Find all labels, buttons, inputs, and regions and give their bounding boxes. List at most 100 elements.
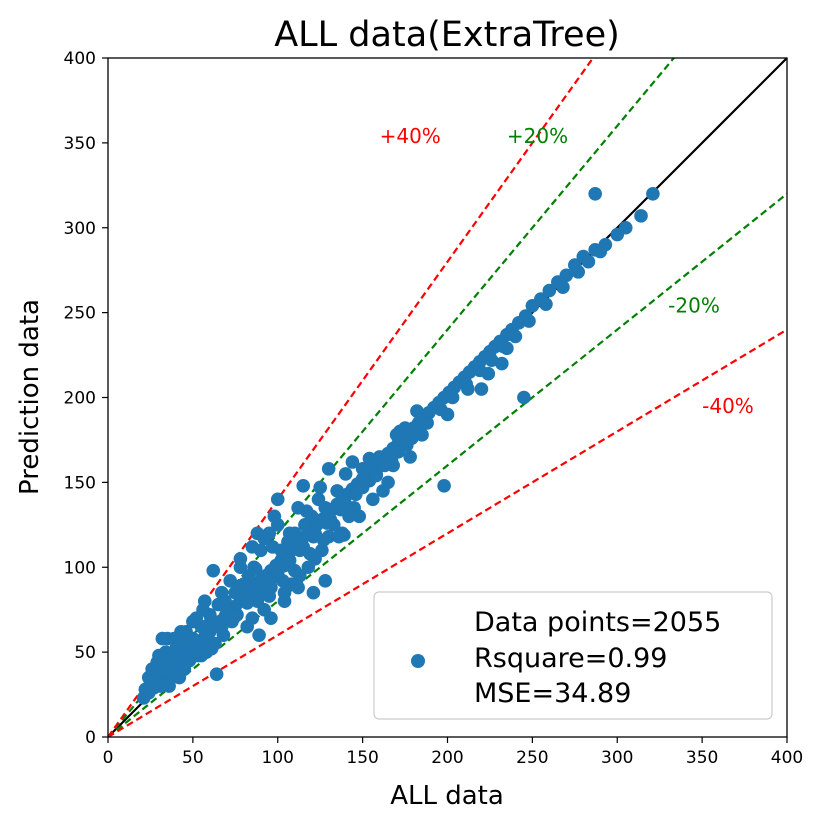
data-point-248 [231,580,246,595]
data-point-11 [542,283,557,298]
data-point-206 [581,254,596,269]
data-point-256 [291,501,305,515]
data-point-271 [384,453,399,468]
data-point-250 [201,618,215,632]
data-point-195 [186,614,200,629]
data-point-268 [338,497,353,512]
data-point-270 [369,468,384,483]
data-point-233 [214,619,229,634]
data-point-238 [153,679,168,693]
data-point-173 [517,390,531,405]
data-point-4 [610,227,625,242]
data-point-265 [296,540,311,554]
line-label-0: +40% [380,124,441,148]
data-point-202 [150,655,165,670]
data-point-214 [472,363,487,378]
data-point-0 [588,187,602,201]
data-point-183 [306,585,321,600]
y-tick-label-6: 300 [64,219,96,239]
data-point-235 [189,645,204,659]
data-point-257 [313,480,327,495]
data-point-102 [355,461,370,476]
reference-line-3 [108,58,594,737]
data-point-259 [345,455,360,469]
data-point-249 [216,597,231,612]
data-point-252 [245,540,260,554]
data-point-176 [437,478,451,493]
data-point-186 [264,611,278,625]
data-point-125 [270,492,285,507]
data-point-193 [196,602,210,617]
legend-box [373,591,773,720]
data-point-178 [376,484,390,498]
data-point-236 [177,657,192,671]
data-point-136 [240,619,254,634]
x-axis-label: ALL data [390,781,504,811]
x-tick-label-1: 50 [182,748,204,768]
line-label-1: +20% [507,124,568,148]
data-point-208 [556,280,570,294]
data-point-255 [270,518,285,532]
chart-title: ALL data(ExtraTree) [274,15,620,55]
x-tick-label-0: 0 [103,748,114,768]
data-point-172 [138,682,153,697]
data-point-204 [167,631,182,646]
data-points [136,187,660,705]
data-point-175 [474,382,489,396]
data-point-209 [539,297,553,311]
data-point-230 [252,584,266,598]
data-point-177 [403,450,417,464]
data-point-267 [323,512,338,527]
data-point-94 [410,404,424,418]
x-tick-label-6: 300 [601,748,633,768]
legend-line-1: Data points=2055 [474,607,721,638]
y-tick-label-8: 400 [64,49,96,69]
data-point-218 [420,416,434,430]
y-tick-label-3: 150 [64,473,96,493]
data-point-216 [445,390,460,405]
y-tick-label-1: 50 [74,643,96,663]
data-point-179 [352,509,367,524]
x-tick-label-3: 150 [346,748,378,768]
data-point-231 [240,596,254,610]
line-labels: +40% +20% -20% -40% [380,124,754,418]
data-point-13 [525,299,540,313]
data-point-262 [398,421,412,435]
x-tick-label-5: 250 [516,748,548,768]
data-point-108 [330,484,344,498]
data-point-191 [209,667,224,681]
data-point-113 [311,492,326,507]
legend-line-2: Rsquare=0.99 [474,643,667,674]
data-point-245 [282,526,297,541]
data-point-2 [634,209,648,223]
data-point-148 [206,563,221,578]
data-point-1 [646,187,660,201]
y-tick-label-0: 0 [85,728,96,748]
y-axis-label: Prediction data [15,299,45,495]
data-point-254 [250,526,265,541]
data-point-213 [484,353,499,367]
legend-line-3: MSE=34.89 [474,678,631,709]
data-point-212 [496,339,511,354]
y-tick-label-7: 350 [64,134,96,154]
legend: Data points=2055 Rsquare=0.99 MSE=34.89 [373,591,773,720]
data-point-247 [248,562,263,576]
data-point-181 [332,529,346,544]
data-point-117 [298,518,312,532]
x-axis-ticks: 0 50 100 150 200 250 300 350 400 [103,737,803,768]
data-point-258 [321,461,336,476]
data-point-210 [522,314,536,328]
data-point-211 [508,329,523,344]
data-point-239 [262,589,277,603]
data-point-232 [226,607,241,622]
y-tick-label-4: 200 [64,389,96,409]
data-point-185 [277,594,292,608]
x-tick-label-7: 350 [686,748,718,768]
data-point-184 [291,580,305,595]
x-tick-label-4: 200 [431,748,463,768]
legend-marker [411,654,425,668]
reference-line-2 [108,192,787,737]
y-tick-label-2: 100 [64,558,96,578]
data-point-237 [165,667,180,681]
